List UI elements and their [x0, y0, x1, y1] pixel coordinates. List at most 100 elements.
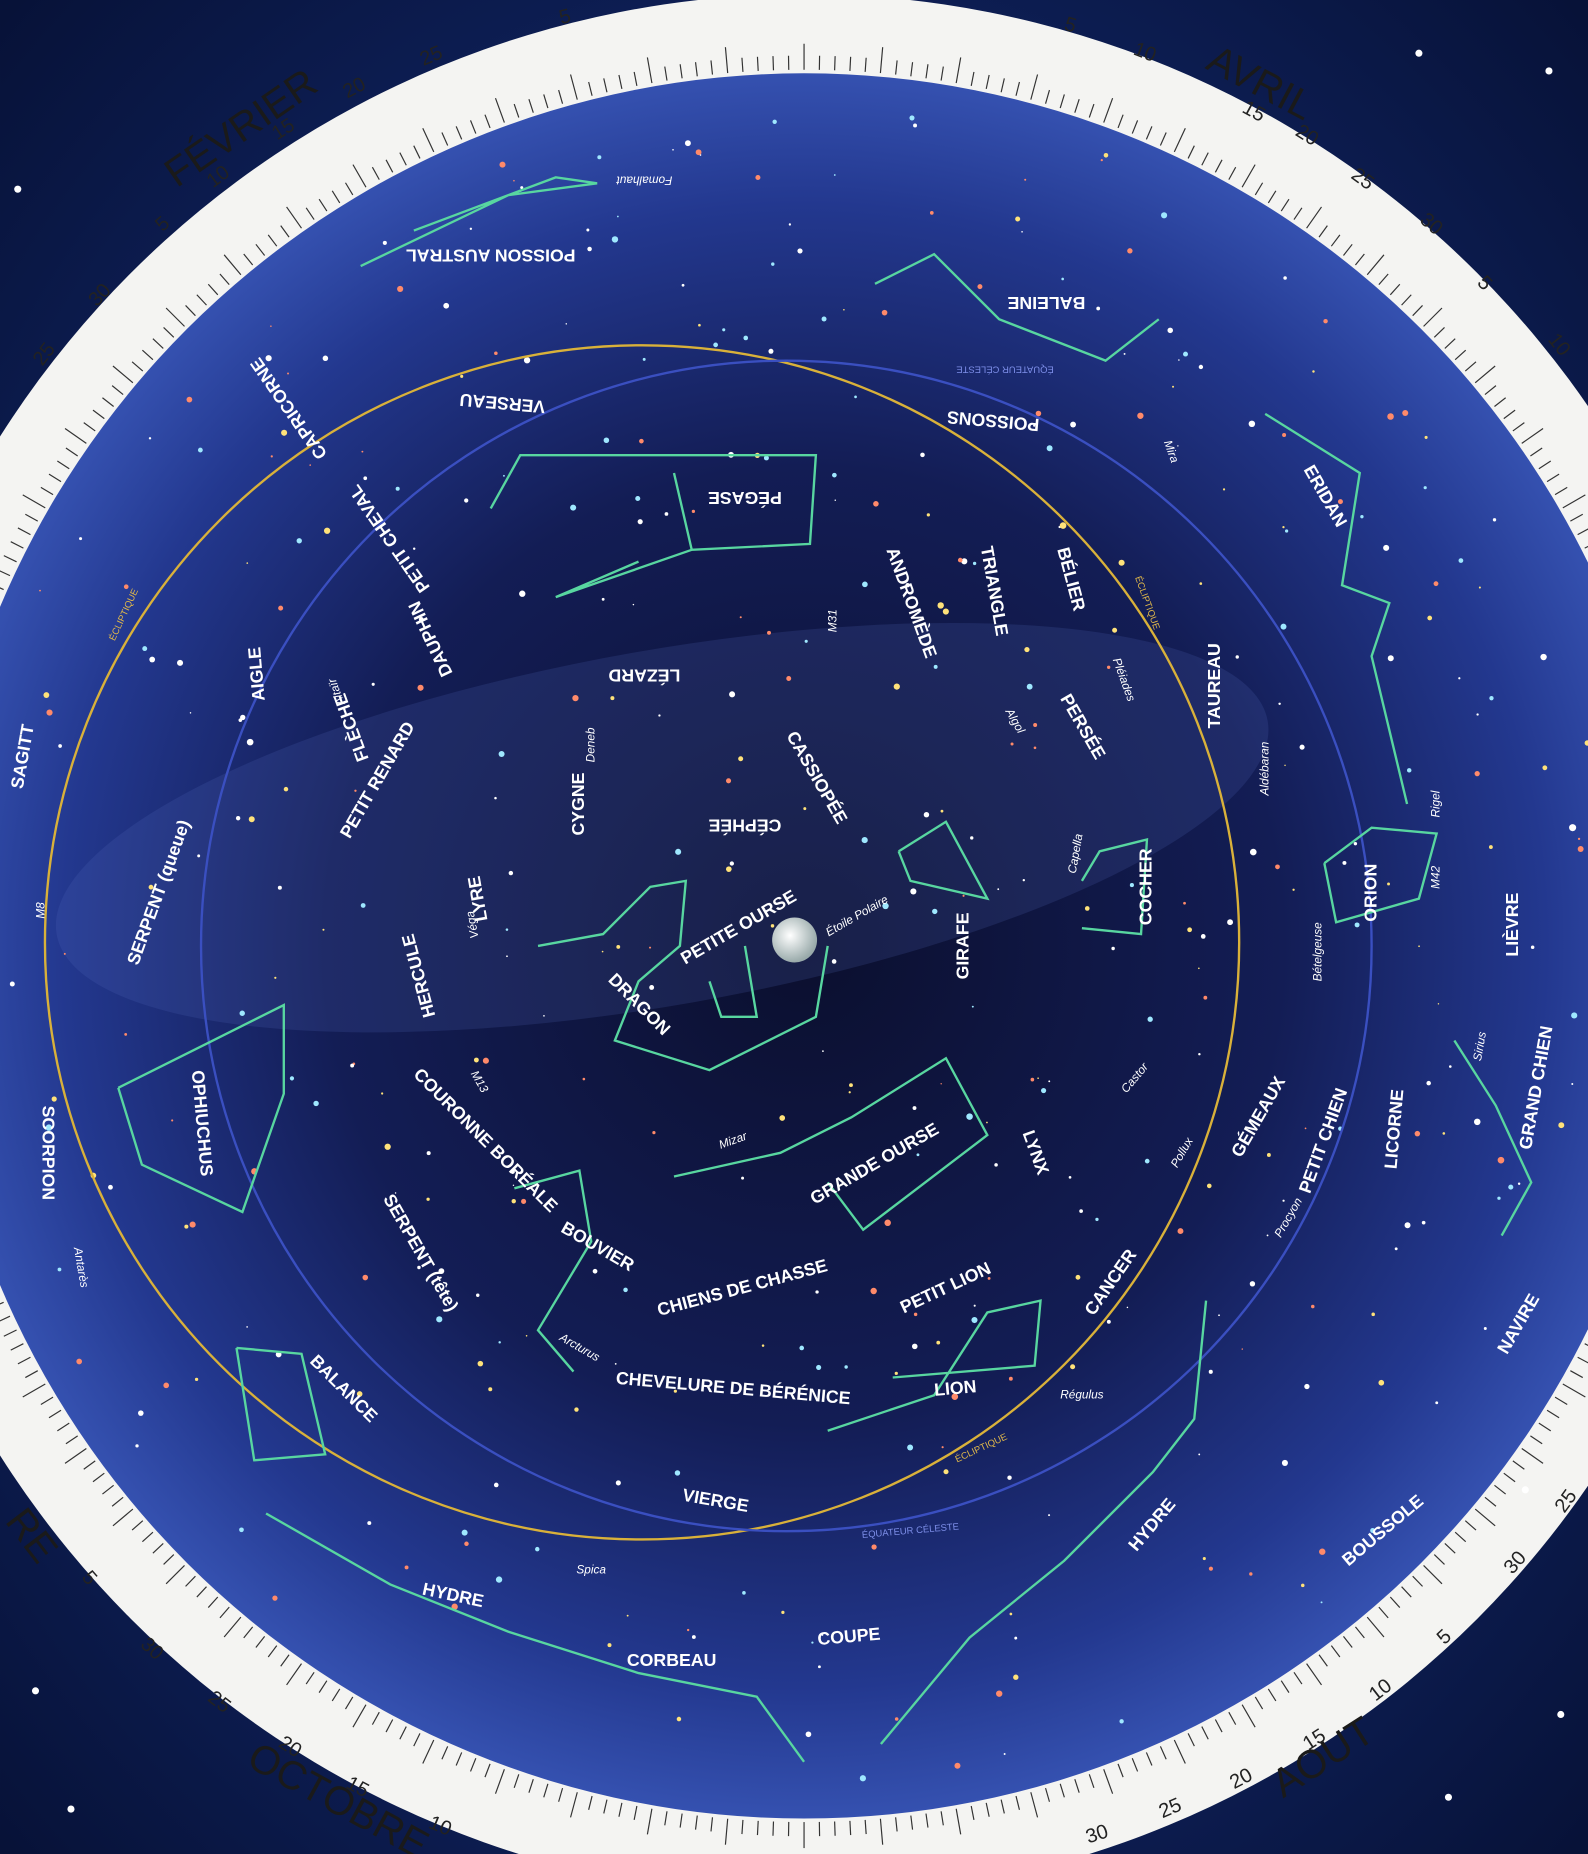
ring-tick: [141, 349, 154, 361]
star-dot: [543, 1015, 545, 1017]
ring-tick: [399, 152, 407, 166]
ring-tick: [1343, 1635, 1353, 1648]
star-dot: [973, 1304, 976, 1307]
date-number: 5: [557, 5, 573, 29]
star-dot: [642, 357, 646, 361]
star-dot: [289, 1076, 295, 1081]
line: [708, 945, 759, 1019]
star-dot: [186, 396, 193, 403]
star-dot: [1070, 1364, 1076, 1370]
star-dot: [1542, 765, 1548, 771]
ring-tick: [910, 62, 914, 77]
ring-tick: [879, 47, 884, 74]
star-dot: [1414, 1130, 1421, 1137]
ring-tick: [955, 1808, 962, 1835]
star-dot: [1046, 445, 1053, 452]
star-dot: [943, 1469, 949, 1475]
star-dot: [1530, 945, 1535, 949]
star-dot: [884, 1219, 891, 1227]
star-dot: [189, 1221, 196, 1228]
star-label: M31: [826, 609, 840, 632]
ring-tick: [1366, 254, 1385, 276]
star-dot: [615, 1480, 621, 1486]
star-dot: [601, 950, 604, 953]
star-dot: [1096, 306, 1101, 311]
ring-tick: [1423, 1565, 1443, 1585]
star-dot: [513, 179, 515, 182]
star-dot: [626, 1614, 629, 1617]
star-dot: [1458, 677, 1461, 680]
star-dot: [240, 714, 246, 721]
star-dot: [1068, 1175, 1072, 1179]
ring-tick: [1444, 1543, 1456, 1554]
ring-tick: [618, 74, 623, 90]
star-dot: [313, 1100, 319, 1107]
ring-tick: [10, 541, 24, 549]
ring-tick: [1254, 182, 1264, 196]
star-dot: [511, 1198, 516, 1204]
ring-tick: [163, 1554, 175, 1565]
star-dot: [972, 561, 977, 566]
ring-tick: [1228, 1711, 1237, 1725]
star-dot: [1558, 1122, 1565, 1129]
constellation-label: ORION: [1360, 864, 1380, 922]
star-dot: [1033, 746, 1037, 750]
star-dot: [1187, 927, 1193, 933]
star-dot: [818, 1665, 821, 1669]
star-dot: [1435, 1401, 1439, 1405]
line: [1264, 412, 1409, 805]
ring-tick: [1343, 243, 1353, 256]
constellation-label: CYGNE: [568, 772, 588, 835]
star-dot: [1203, 995, 1208, 1000]
ring-tick: [1538, 460, 1552, 470]
star-dot: [404, 1565, 409, 1570]
ring-tick: [664, 1811, 668, 1826]
ring-tick: [756, 56, 759, 71]
star-dot: [923, 811, 930, 818]
ring-tick: [1117, 114, 1124, 129]
constellation-label: POISSON AUSTRAL: [406, 246, 576, 266]
star-dot: [108, 1184, 113, 1190]
ring-tick: [646, 57, 653, 84]
star-dot: [521, 1198, 527, 1204]
ring-tick: [513, 103, 520, 118]
star-dot: [907, 1444, 914, 1451]
ring-tick: [1378, 273, 1389, 286]
star-dot: [1284, 764, 1286, 767]
ring-tick: [895, 60, 898, 75]
star-dot: [1354, 922, 1360, 928]
star-dot: [1283, 276, 1287, 280]
line: [555, 548, 693, 599]
star-dot: [498, 750, 505, 757]
ring-tick: [455, 1752, 463, 1766]
ring-tick: [925, 64, 929, 79]
star-dot: [962, 894, 965, 897]
star-dot: [367, 1521, 372, 1526]
star-dot: [1147, 1016, 1153, 1022]
star-dot: [1577, 846, 1584, 852]
star-dot: [937, 602, 944, 609]
star-dot: [574, 1407, 579, 1412]
star-dot: [1497, 1156, 1505, 1164]
ring-tick: [588, 1795, 593, 1810]
ring-tick: [1030, 1792, 1039, 1818]
star-dot: [1123, 352, 1126, 355]
ring-tick: [1577, 528, 1588, 536]
star-dot: [936, 1340, 941, 1345]
star-dot: [488, 1387, 493, 1392]
star-dot: [587, 246, 592, 252]
star-dot: [951, 1393, 959, 1400]
stars-field: [9, 49, 1588, 1813]
star-dot: [1300, 1583, 1305, 1588]
star-dot: [893, 683, 900, 690]
star-dot: [149, 656, 156, 663]
ring-tick: [1562, 1383, 1586, 1398]
ring-tick: [1484, 385, 1497, 395]
star-dot: [477, 1360, 484, 1367]
star-dot: [426, 1197, 430, 1201]
star-dot: [664, 512, 669, 516]
ring-tick: [1584, 1343, 1588, 1347]
ring-tick: [484, 1763, 491, 1778]
star-dot: [1206, 1183, 1212, 1189]
ring-tick: [1201, 152, 1209, 166]
